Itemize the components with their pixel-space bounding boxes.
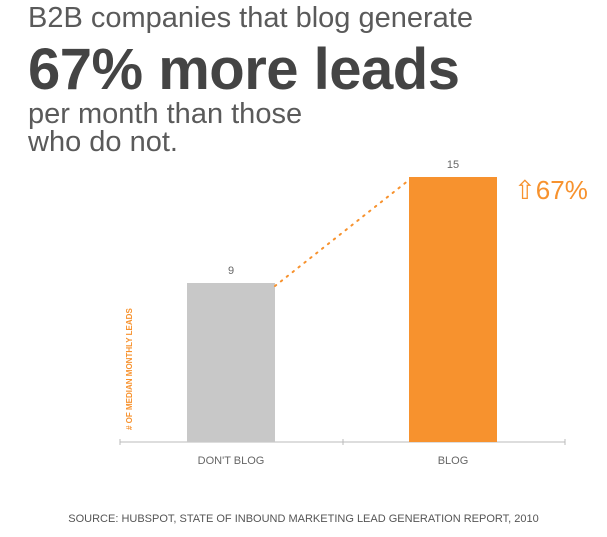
data-label: 9: [228, 265, 234, 277]
headline-line-3: per month than those: [28, 98, 303, 130]
bar-1: [409, 177, 497, 442]
source-note: SOURCE: HUBSPOT, STATE OF INBOUND MARKET…: [68, 513, 539, 525]
data-label: 15: [447, 159, 459, 171]
headline-line-4: who do not.: [28, 126, 178, 158]
category-label: BLOG: [438, 455, 469, 467]
trend-dotted-line: [274, 179, 410, 287]
bar-0: [187, 283, 275, 442]
category-label: DON'T BLOG: [198, 455, 265, 467]
increase-annotation: ⇧67%: [514, 175, 588, 205]
y-axis-label: # OF MEDIAN MONTHLY LEADS: [125, 308, 134, 430]
headline-line-1: B2B companies that blog generate: [28, 2, 473, 34]
headline-stat: 67% more leads: [28, 37, 460, 102]
